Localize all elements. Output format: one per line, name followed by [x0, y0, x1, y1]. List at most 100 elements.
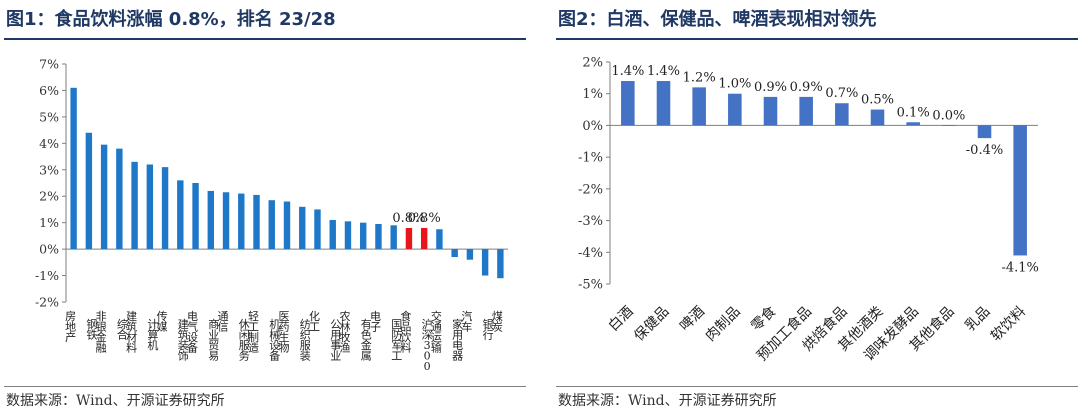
x-category-label: 肉制品	[703, 304, 744, 345]
bar	[835, 103, 849, 126]
bar	[656, 81, 671, 126]
y-tick-label: 2%	[39, 189, 59, 204]
x-category-label: 汽车	[461, 309, 472, 334]
x-category-label: 沪深 3 0 0	[422, 317, 433, 373]
y-tick-label: 3%	[39, 162, 59, 177]
bar	[763, 96, 778, 126]
bar	[314, 209, 321, 250]
x-category-label: 钢铁	[86, 318, 97, 342]
bar	[116, 148, 123, 250]
data-label: 1.4%	[647, 64, 680, 79]
bar	[177, 180, 184, 250]
right-footer-rule	[556, 386, 1078, 387]
x-category-label: 软饮料	[988, 304, 1029, 345]
x-category-label: 综合	[117, 317, 128, 342]
x-category-label: 交通运输	[431, 309, 442, 355]
bar	[1013, 125, 1027, 256]
x-category-label: 建筑材料	[126, 309, 137, 355]
bar	[360, 222, 367, 250]
bar	[238, 193, 245, 250]
bar	[299, 206, 306, 250]
x-category-label: 电子	[370, 310, 381, 334]
x-category-label: 食品饮料	[400, 309, 411, 355]
left-chart-title: 图1：食品饮料涨幅 0.8%，排名 23/28	[6, 9, 336, 30]
bar	[253, 194, 260, 250]
x-category-label: 通信	[218, 310, 229, 334]
x-category-label: 房地产	[65, 310, 76, 344]
bar	[70, 87, 77, 250]
y-tick-label: 6%	[39, 83, 59, 98]
bar	[692, 87, 706, 126]
x-category-label: 农林牧渔	[339, 309, 350, 355]
y-tick-label: 5%	[39, 109, 59, 124]
data-label: 0.0%	[932, 108, 965, 123]
bar	[192, 183, 199, 250]
left-footer-rule	[4, 386, 526, 387]
bar	[466, 249, 474, 260]
y-tick-label: 1%	[39, 215, 59, 230]
y-tick-label: -1%	[578, 151, 603, 166]
x-category-label: 煤炭	[492, 310, 503, 334]
bar	[621, 81, 635, 126]
y-tick-label: -4%	[578, 246, 603, 261]
data-label: -4.1%	[1001, 260, 1038, 275]
x-category-label: 传媒	[157, 310, 168, 334]
data-label: 0.8%	[408, 211, 441, 226]
x-category-label: 白酒	[606, 304, 637, 335]
left-title-rule	[4, 38, 526, 40]
bar	[728, 93, 742, 126]
left-bar-chart: 7% 6% 5% 4% 3% 2% 1% 0% -1% -2% 房地产钢铁非银金融综合建筑材料计算机…	[35, 57, 508, 373]
left-chart-panel: 图1：食品饮料涨幅 0.8%，排名 23/28 7% 6% 5% 4% 3% 2% 1% 0%…	[0, 0, 530, 420]
x-category-label: 轻工制造	[248, 309, 259, 355]
y-tick-label: -5%	[578, 278, 603, 293]
bar	[146, 164, 154, 250]
x-category-label: 国防军工	[391, 318, 402, 363]
bar	[977, 125, 992, 139]
y-tick-label: -2%	[35, 295, 59, 310]
x-category-label: 电气设备	[187, 310, 198, 355]
bar	[283, 201, 291, 250]
right-chart-panel: 图2：白酒、保健品、啤酒表现相对领先 2% 1% 0% -1% -2% -3% -4% -5%…	[552, 0, 1080, 420]
x-category-label: 建筑装饰	[178, 317, 189, 363]
bar	[344, 221, 352, 250]
bar	[799, 96, 813, 126]
bar	[375, 223, 382, 250]
x-category-label: 乳品	[962, 304, 993, 335]
bar	[329, 220, 336, 250]
data-label: 1.2%	[683, 70, 716, 85]
bar	[85, 132, 93, 250]
bar	[870, 109, 885, 126]
bar	[497, 249, 504, 279]
y-tick-label: 4%	[39, 136, 59, 151]
y-tick-label: -3%	[578, 214, 603, 229]
data-label: 0.8%	[392, 211, 425, 226]
y-tick-label: 0%	[582, 119, 603, 134]
data-label: 1.4%	[611, 64, 644, 79]
data-label: 1.0%	[718, 77, 751, 92]
bar	[131, 161, 138, 250]
x-category-label: 家用电器	[452, 317, 463, 363]
x-category-label: 化工	[309, 309, 320, 334]
bar	[942, 125, 956, 126]
y-tick-label: -1%	[35, 268, 59, 283]
data-label: 0.7%	[825, 86, 858, 101]
y-tick-label: 0%	[39, 242, 59, 257]
x-category-label: 机械设备	[269, 317, 280, 363]
x-category-label: 休闲服务	[239, 318, 250, 363]
y-tick-label: 1%	[582, 87, 603, 102]
bar	[222, 192, 230, 250]
bar	[451, 249, 458, 258]
bar	[906, 122, 920, 126]
x-category-label: 非银金融	[96, 310, 107, 355]
bar	[100, 144, 108, 250]
right-source-note: 数据来源：Wind、开源证券研究所	[558, 393, 777, 409]
bar	[268, 200, 275, 250]
right-bar-chart: 2% 1% 0% -1% -2% -3% -4% -5% 1.4% 白酒 1.4% 保健品 1.2% 啤酒…	[578, 56, 1039, 365]
bar	[405, 227, 413, 250]
x-category-label: 有色金属	[361, 317, 372, 363]
data-label: 0.5%	[861, 93, 894, 108]
y-tick-label: 2%	[582, 56, 603, 71]
bar	[436, 229, 443, 250]
x-category-label: 银行	[483, 317, 494, 342]
bar	[420, 227, 428, 250]
